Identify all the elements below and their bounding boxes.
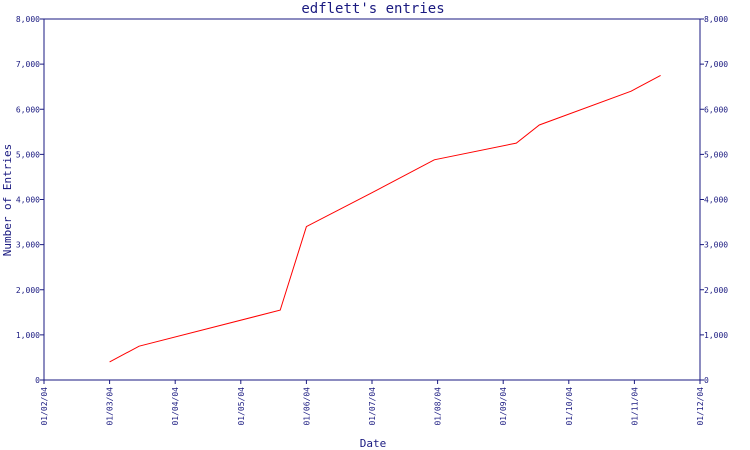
y-tick-label-left: 8,000 [16, 15, 40, 24]
x-tick-label: 01/04/04 [171, 387, 180, 426]
x-tick-label: 01/05/04 [237, 387, 246, 426]
y-tick-label-left: 2,000 [16, 286, 40, 295]
y-tick-label-left: 3,000 [16, 241, 40, 250]
x-tick-label: 01/11/04 [630, 387, 639, 426]
y-tick-label-right: 7,000 [704, 60, 728, 69]
y-tick-label-right: 2,000 [704, 286, 728, 295]
y-axis-left: 0 1,000 2,000 3,000 4,000 5,000 6,000 7,000 8,00… [16, 15, 44, 385]
series-line [109, 74, 661, 363]
x-axis-label: Date [360, 437, 387, 450]
y-tick-label-left: 5,000 [16, 150, 40, 159]
y-tick-label-left: 4,000 [16, 196, 40, 205]
y-tick-label-right: 1,000 [704, 331, 728, 340]
y-tick-label-left: 0 [35, 376, 40, 385]
y-tick-label-left: 7,000 [16, 60, 40, 69]
plot-frame [43, 18, 701, 381]
x-tick-label: 01/08/04 [434, 387, 443, 426]
y-axis-right: 0 1,000 2,000 3,000 4,000 5,000 6,000 7,000 8,00… [700, 15, 728, 385]
y-axis-label: Number of Entries [1, 144, 14, 257]
y-tick-label-right: 3,000 [704, 241, 728, 250]
y-tick-label-right: 8,000 [704, 15, 728, 24]
x-tick-label: 01/02/04 [40, 387, 49, 426]
x-tick-label: 01/07/04 [368, 387, 377, 426]
y-tick-label-right: 0 [704, 376, 709, 385]
y-tick-label-right: 5,000 [704, 150, 728, 159]
x-tick-label: 01/09/04 [499, 387, 508, 426]
y-tick-label-left: 1,000 [16, 331, 40, 340]
x-axis: 01/02/04 01/03/04 01/04/04 01/05/04 01/06/04… [40, 380, 705, 426]
y-tick-label-left: 6,000 [16, 105, 40, 114]
x-tick-label: 01/03/04 [106, 387, 115, 426]
y-tick-label-right: 6,000 [704, 105, 728, 114]
y-tick-label-right: 4,000 [704, 196, 728, 205]
x-tick-label: 01/10/04 [565, 387, 574, 426]
chart-title: edflett's entries [301, 1, 444, 17]
x-tick-label: 01/06/04 [302, 387, 311, 426]
x-tick-label: 01/12/04 [696, 387, 705, 426]
